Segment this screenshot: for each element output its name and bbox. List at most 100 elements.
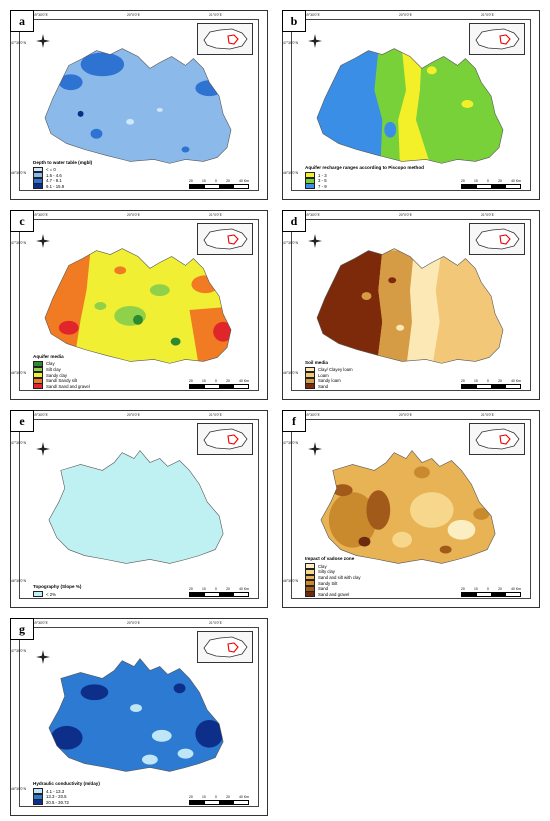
north-arrow-icon <box>36 34 50 48</box>
legend-item: Silty clay <box>305 568 361 575</box>
legend: Soil media Clay/ Clayey loam Loam Sandy … <box>305 360 353 390</box>
lat-tick: 46°30'0"N <box>11 787 27 791</box>
lon-tick: 20°0'0"E <box>399 413 413 417</box>
locator-inset-map <box>197 631 253 663</box>
lat-tick: 46°30'0"N <box>283 171 299 175</box>
legend: Hydraulic conductivity (m/day) 4.1 - 13.… <box>33 781 100 806</box>
north-arrow-icon <box>308 442 322 456</box>
legend-item: < = 0 <box>33 166 92 173</box>
legend-title: Impact of vadose zone <box>305 556 355 562</box>
panel-label: d <box>282 210 306 232</box>
map-frame <box>19 419 259 599</box>
scale-bar: 20 10 0 20 40 Km <box>461 587 521 597</box>
map-panel-a: a 19°30'0"E 20°0'0"E 21°0'0"E 47°30'0"N … <box>10 10 268 200</box>
map-panel-g: g 19°30'0"E 20°0'0"E 21°0'0"E 47°30'0"N … <box>10 618 268 816</box>
scale-bar: 20 10 0 20 40 Km <box>461 379 521 389</box>
north-arrow-icon <box>36 442 50 456</box>
scale-bar: 20 10 0 20 40 Km <box>189 379 249 389</box>
lon-tick: 20°0'0"E <box>399 13 413 17</box>
legend-item: 20.5 - 30.72 <box>33 799 100 806</box>
scale-bar: 20 10 0 20 40 Km <box>189 587 249 597</box>
legend-item: 4.7 - 9.1 <box>33 177 92 184</box>
lat-tick: 46°30'0"N <box>11 579 27 583</box>
legend-item: < 2% <box>33 591 81 598</box>
map-frame <box>19 219 259 391</box>
lon-tick: 21°0'0"E <box>481 413 495 417</box>
lon-tick: 20°0'0"E <box>399 213 413 217</box>
legend-item: Sandy Silt <box>305 580 361 586</box>
legend: Impact of vadose zone Clay Silty clay Sa… <box>305 556 361 598</box>
legend-item: Sand <box>305 383 353 390</box>
legend-item: 9.1 - 15.9 <box>33 183 92 190</box>
map-soil-media <box>316 248 504 364</box>
legend-item: Sand and gravel <box>305 591 361 598</box>
locator-inset-map <box>469 223 525 255</box>
legend-item: Sandy loam <box>305 377 353 384</box>
map-topography <box>48 450 224 564</box>
panel-label: b <box>282 10 306 32</box>
map-hydraulic-conductivity <box>48 658 224 772</box>
legend-item: Sand/ Sandy silt <box>33 377 90 384</box>
lat-tick: 47°30'0"N <box>11 41 27 45</box>
locator-inset-map <box>197 223 253 255</box>
map-aquifer-media <box>44 248 232 364</box>
map-panel-d: d 19°30'0"E 20°0'0"E 21°0'0"E 47°30'0"N … <box>282 210 540 400</box>
lon-tick: 21°0'0"E <box>481 13 495 17</box>
legend-title: Aquifer recharge ranges according to Pis… <box>305 165 424 171</box>
map-frame <box>19 19 259 191</box>
north-arrow-icon <box>308 234 322 248</box>
legend-item: Sand/ Sand and gravel <box>33 383 90 390</box>
legend: Depth to water table (mgbl) < = 0 1.5 - … <box>33 159 93 190</box>
legend-item: 13.3 - 20.5 <box>33 793 100 800</box>
map-depth-to-water <box>44 48 232 164</box>
lon-tick: 19°30'0"E <box>33 213 48 217</box>
map-panel-e: e 19°30'0"E 20°0'0"E 21°0'0"E 47°30'0"N … <box>10 410 268 608</box>
lat-tick: 46°30'0"N <box>283 579 299 583</box>
locator-inset-map <box>197 423 253 455</box>
legend-item: 1.5 - 4.6 <box>33 172 92 178</box>
lat-tick: 46°30'0"N <box>11 171 27 175</box>
legend-title: Aquifer media <box>33 354 64 360</box>
lon-tick: 19°30'0"E <box>305 413 320 417</box>
lat-tick: 46°30'0"N <box>283 371 299 375</box>
panel-label: f <box>282 410 306 432</box>
legend: Aquifer recharge ranges according to Pis… <box>305 165 424 190</box>
north-arrow-icon <box>36 234 50 248</box>
legend-item: Sandy clay <box>33 372 90 378</box>
lon-tick: 20°0'0"E <box>127 213 141 217</box>
map-frame <box>19 627 259 807</box>
lon-tick: 21°0'0"E <box>209 621 223 625</box>
legend-title: Hydraulic conductivity (m/day) <box>33 781 100 787</box>
legend-item: Clay/ Clayey loam <box>305 366 353 373</box>
map-panel-b: b 19°30'0"E 20°0'0"E 21°0'0"E 47°30'0"N … <box>282 10 540 200</box>
lat-tick: 46°30'0"N <box>11 371 27 375</box>
legend-item: Loam <box>305 372 353 378</box>
lat-tick: 47°30'0"N <box>283 241 299 245</box>
map-frame <box>291 419 531 599</box>
map-panel-c: c 19°30'0"E 20°0'0"E 21°0'0"E 47°30'0"N … <box>10 210 268 400</box>
lon-tick: 21°0'0"E <box>481 213 495 217</box>
locator-inset-map <box>469 23 525 55</box>
legend-item: Sand and silt with clay <box>305 574 361 581</box>
legend-item: Clay <box>33 360 90 367</box>
panel-label: c <box>10 210 34 232</box>
map-panel-f: f 19°30'0"E 20°0'0"E 21°0'0"E 47°30'0"N … <box>282 410 540 608</box>
legend: Aquifer media Clay Silt clay Sandy clay … <box>33 354 90 390</box>
map-frame <box>291 219 531 391</box>
north-arrow-icon <box>36 650 50 664</box>
north-arrow-icon <box>308 34 322 48</box>
lat-tick: 47°30'0"N <box>283 441 299 445</box>
lon-tick: 19°30'0"E <box>33 13 48 17</box>
lon-tick: 21°0'0"E <box>209 213 223 217</box>
panel-label: a <box>10 10 34 32</box>
lat-tick: 47°30'0"N <box>11 241 27 245</box>
legend-item: 1 - 3 <box>305 172 424 178</box>
lat-tick: 47°30'0"N <box>11 649 27 653</box>
panel-label: e <box>10 410 34 432</box>
map-frame <box>291 19 531 191</box>
legend-title: Depth to water table (mgbl) <box>33 159 93 165</box>
lat-tick: 47°30'0"N <box>11 441 27 445</box>
legend: Topography (Slope %) < 2% <box>33 584 82 598</box>
locator-inset-map <box>469 423 525 455</box>
legend-title: Topography (Slope %) <box>33 584 82 590</box>
